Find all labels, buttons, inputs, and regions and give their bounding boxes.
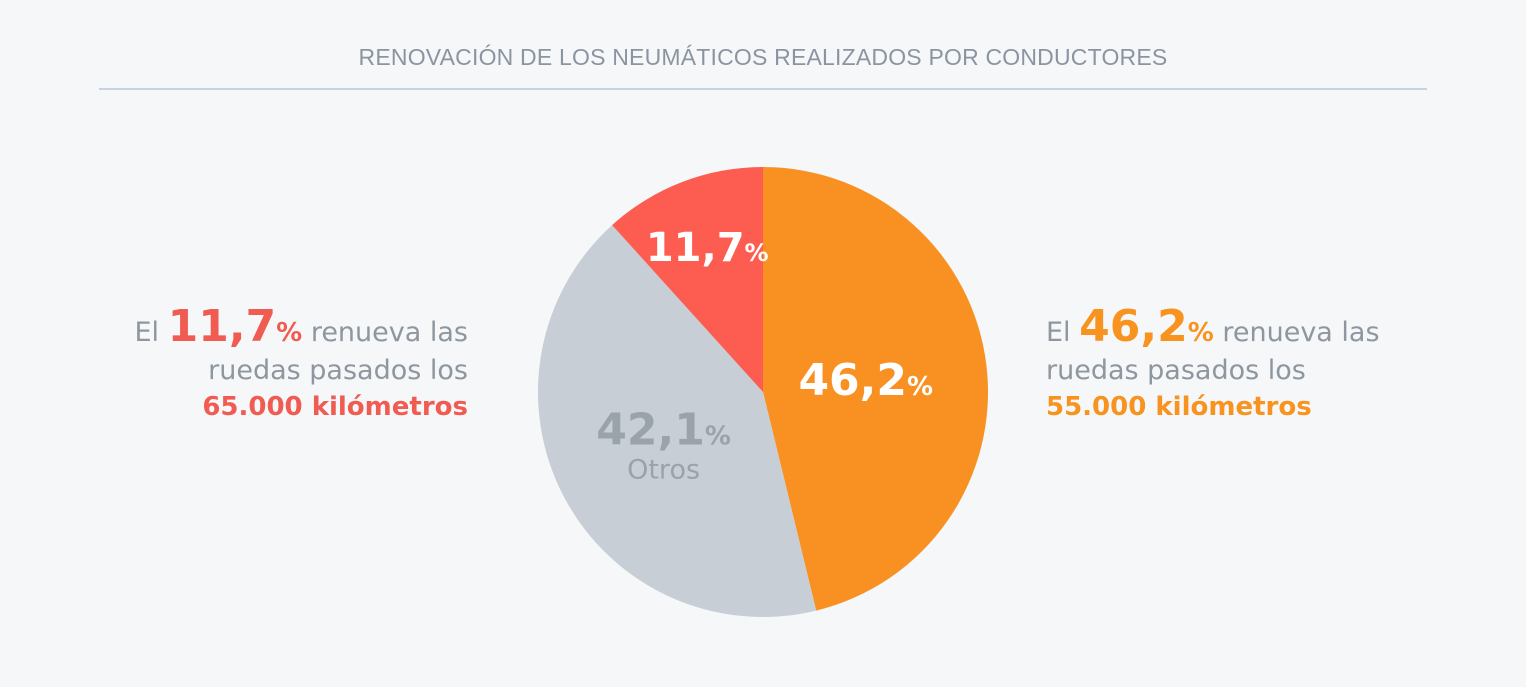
right-callout-percent: % [1187,318,1214,348]
left-callout-suffix: renueva las [302,317,468,348]
slice-value-label-2: 11,7% [646,225,769,271]
left-callout-line-2: ruedas pasados los [208,355,468,386]
left-callout: El 11,7% renueva las ruedas pasados los … [48,305,468,426]
right-callout: El 46,2% renueva las ruedas pasados los … [1046,305,1466,426]
left-callout-line-1: El 11,7% renueva las [48,305,468,352]
left-callout-percent: % [276,318,303,348]
pie-slice-2 [612,167,763,392]
title-divider [99,88,1427,90]
chart-title: RENOVACIÓN DE LOS NEUMÁTICOS REALIZADOS … [358,44,1168,70]
slice-value-label-0: 46,2% [798,355,933,406]
right-callout-value: 46,2 [1079,301,1188,352]
right-callout-suffix: renueva las [1213,317,1380,348]
pie-slice-1 [537,225,817,618]
left-callout-distance: 65.000 kilómetros [202,392,468,422]
pie-slice-0 [763,167,989,611]
left-callout-prefix: El [134,317,168,348]
right-callout-distance: 55.000 kilómetros [1046,392,1312,422]
slice-value-label-1: 42,1% [596,405,731,456]
left-callout-value: 11,7 [167,301,277,352]
right-callout-prefix: El [1046,317,1080,348]
slice-name-label-1: Otros [627,455,700,486]
right-callout-line-2: ruedas pasados los [1046,355,1306,386]
right-callout-line-1: El 46,2% renueva las [1046,305,1466,352]
